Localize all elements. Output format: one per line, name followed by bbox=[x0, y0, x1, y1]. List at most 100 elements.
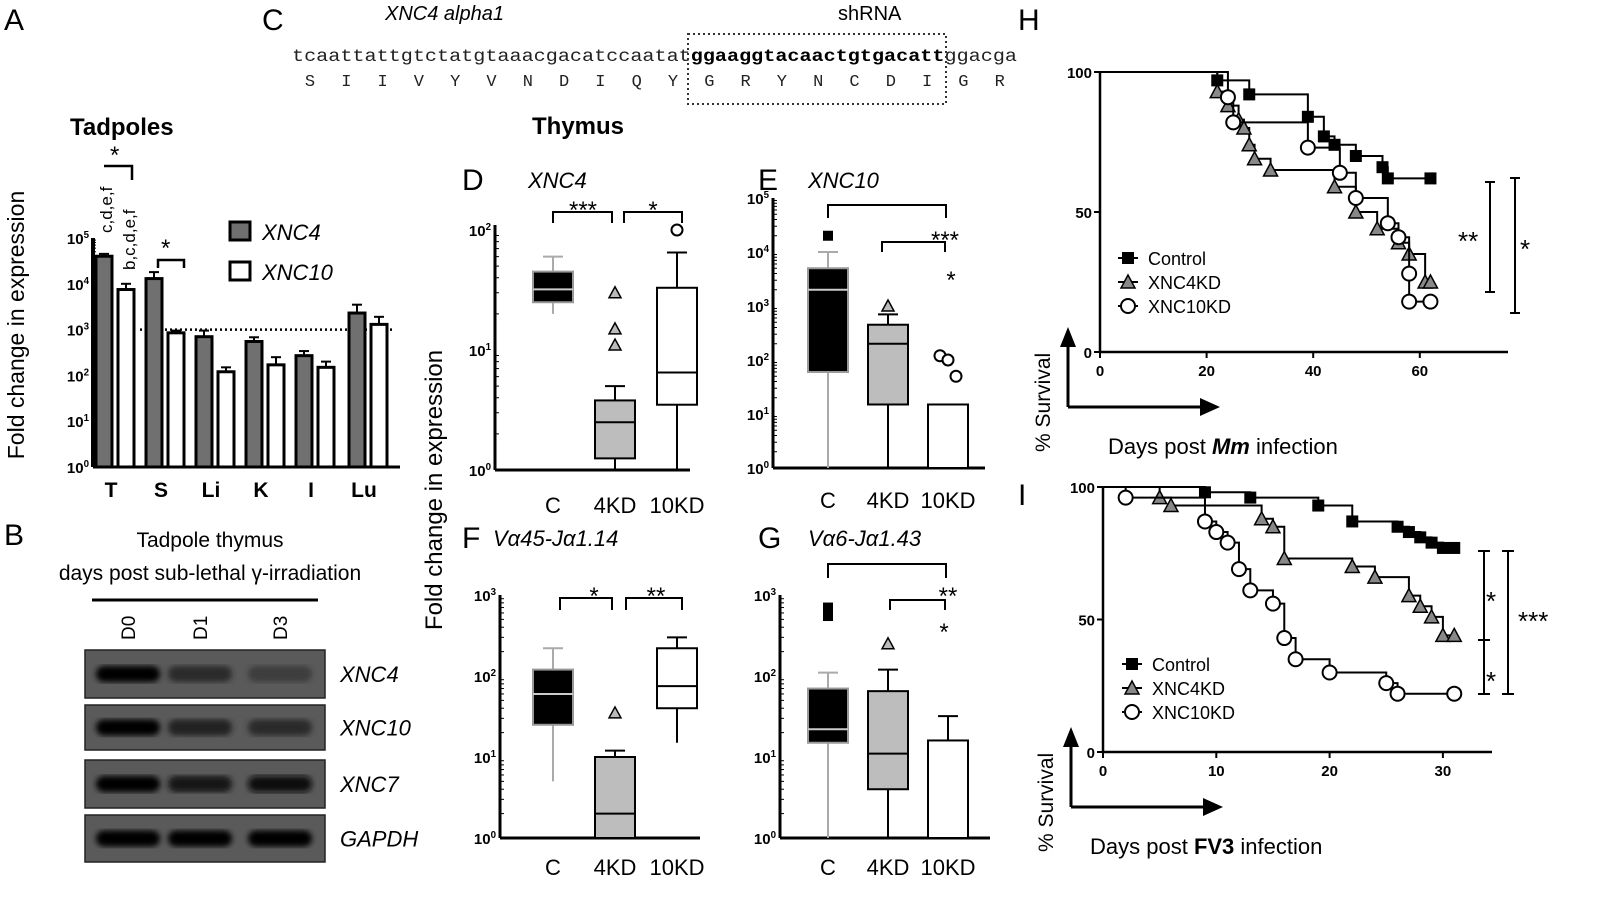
x-tick-label: S bbox=[154, 479, 168, 502]
y-tick-label: 105 bbox=[747, 190, 770, 208]
significance-bracket bbox=[625, 597, 683, 610]
survival-point-circle bbox=[1299, 139, 1316, 156]
x-tick-label: 4KD bbox=[594, 855, 637, 880]
y-tick-label: 104 bbox=[747, 244, 770, 262]
significance-bracket bbox=[559, 597, 613, 610]
y-tick-label: 101 bbox=[469, 342, 492, 360]
survival-point-square bbox=[1448, 541, 1461, 554]
y-tick-label: 104 bbox=[67, 276, 90, 294]
survival-point-square bbox=[1425, 536, 1438, 549]
outlier-triangle bbox=[607, 337, 623, 351]
legend-marker-circle bbox=[1124, 704, 1140, 720]
box bbox=[532, 668, 574, 726]
bar-xnc10 bbox=[166, 331, 186, 469]
gel-band bbox=[168, 666, 232, 682]
amino-acid: R bbox=[740, 73, 750, 92]
amino-acid: Y bbox=[777, 73, 787, 92]
legend-marker-square bbox=[1126, 658, 1138, 670]
survival-point-square bbox=[1414, 531, 1427, 544]
survival-point-circle bbox=[1401, 265, 1418, 282]
x-tick-label: 10 bbox=[1208, 763, 1225, 780]
survival-point-triangle bbox=[1434, 626, 1452, 643]
y-tick-label: 100 bbox=[747, 460, 770, 478]
gel-band bbox=[96, 776, 160, 792]
box bbox=[532, 270, 574, 304]
y-tick-label: 102 bbox=[474, 668, 497, 686]
significance-label: * bbox=[939, 619, 948, 646]
survival-point-circle bbox=[1390, 229, 1407, 246]
amino-acid: G bbox=[958, 73, 968, 92]
panel-letter-e: E bbox=[758, 164, 778, 197]
survival-point-square bbox=[1349, 150, 1362, 162]
x-tick-label: 10KD bbox=[649, 493, 704, 518]
survival-point-circle bbox=[1219, 89, 1236, 106]
box bbox=[867, 323, 909, 406]
significance-label: * bbox=[161, 235, 170, 262]
survival-point-triangle bbox=[1366, 568, 1384, 584]
gel-title-line1: Tadpole thymus bbox=[136, 529, 283, 552]
y-tick-label: 105 bbox=[67, 230, 90, 248]
significance-bracket bbox=[104, 164, 134, 180]
survival-point-triangle bbox=[1246, 150, 1263, 166]
significance-label: * bbox=[589, 583, 598, 610]
x-tick-label: 10KD bbox=[649, 855, 704, 880]
outlier-triangle bbox=[607, 321, 623, 335]
gel-band bbox=[168, 830, 232, 847]
panel-letter-c: C bbox=[262, 4, 284, 37]
legend-marker-triangle bbox=[1123, 679, 1141, 695]
x-tick-label: 4KD bbox=[594, 493, 637, 518]
outlier-square bbox=[823, 611, 833, 622]
survival-point-circle bbox=[1401, 293, 1418, 310]
significance-label: ** bbox=[1458, 226, 1478, 256]
gene-label: XNC7 bbox=[339, 772, 399, 797]
survival-point-circle bbox=[1347, 190, 1364, 206]
panel-letter-f: F bbox=[462, 522, 480, 555]
nucleotide-sequence: tcaattattgtctatgtaaacgacatccaatat ggaaggt… bbox=[292, 47, 1017, 67]
y-tick-label: 0 bbox=[1087, 745, 1095, 762]
survival-point-triangle bbox=[1445, 626, 1463, 643]
legend-marker-circle bbox=[1120, 298, 1136, 314]
sequence-title: XNC4 alpha1 bbox=[384, 3, 504, 25]
survival-point-square bbox=[1317, 130, 1330, 143]
amino-acid: G bbox=[704, 73, 714, 92]
thymus-y-axis-label: Fold change in expression bbox=[421, 350, 448, 630]
panel-letter-g: G bbox=[758, 522, 781, 555]
amino-acid: I bbox=[922, 73, 932, 92]
arrow-right-icon bbox=[1200, 398, 1220, 416]
gel-band bbox=[248, 830, 312, 847]
box bbox=[867, 690, 909, 791]
y-tick-label: 50 bbox=[1078, 613, 1095, 630]
survival-point-circle bbox=[1230, 561, 1247, 578]
amino-acid: I bbox=[595, 73, 605, 92]
legend-label-xnc4: XNC4 bbox=[261, 220, 321, 245]
x-tick-label: 40 bbox=[1305, 363, 1322, 380]
significance-label: * bbox=[946, 267, 955, 294]
survival-point-square bbox=[1328, 138, 1341, 151]
box bbox=[656, 647, 698, 710]
x-tick-label: 0 bbox=[1096, 363, 1104, 380]
arrow-up-icon bbox=[1063, 727, 1079, 747]
x-tick-label: 20 bbox=[1198, 363, 1215, 380]
y-tick-label: 103 bbox=[67, 322, 90, 340]
survival-point-square bbox=[1243, 88, 1256, 101]
gel-band bbox=[96, 719, 160, 736]
amino-acid: S bbox=[305, 73, 315, 92]
gene-label: XNC10 bbox=[339, 716, 412, 741]
bar-xnc4 bbox=[94, 254, 114, 469]
box bbox=[807, 267, 849, 373]
significance-bracket bbox=[1510, 177, 1520, 314]
survival-point-circle bbox=[1446, 685, 1463, 702]
survival-point-square bbox=[1346, 515, 1359, 528]
survival-point-circle bbox=[1264, 595, 1281, 612]
legend-swatch-xnc4 bbox=[228, 220, 252, 242]
survival-point-square bbox=[1198, 486, 1211, 499]
gel-band bbox=[248, 776, 312, 792]
survival-point-triangle bbox=[1411, 597, 1429, 613]
bar-xnc4 bbox=[194, 335, 214, 469]
amino-acid: Y bbox=[668, 73, 678, 92]
significance-bracket bbox=[156, 258, 186, 268]
x-tick-label: C bbox=[545, 855, 561, 880]
panel-letter-a: A bbox=[4, 4, 24, 37]
legend-label: Control bbox=[1148, 249, 1206, 269]
